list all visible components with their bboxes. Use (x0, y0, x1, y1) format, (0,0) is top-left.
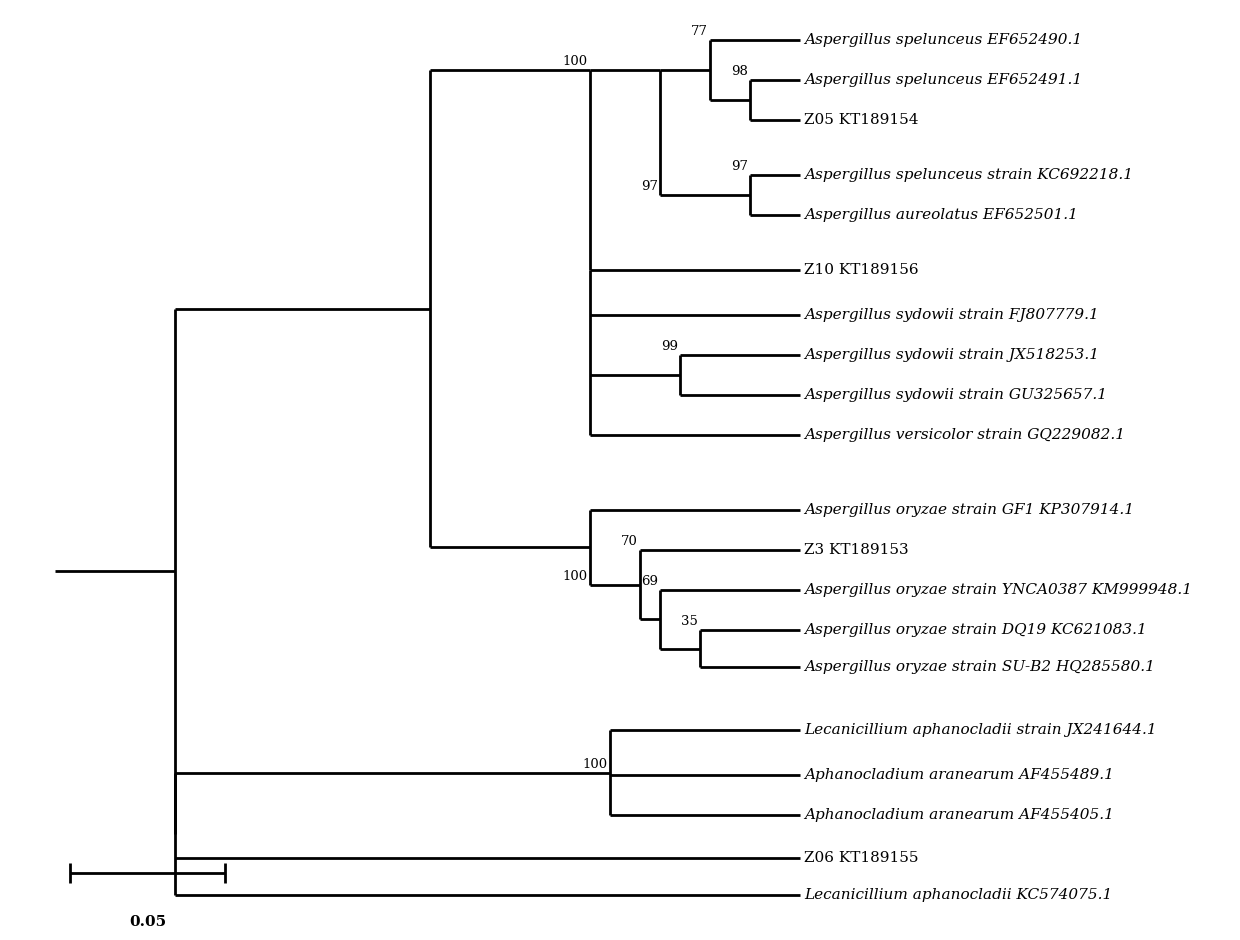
Text: 35: 35 (681, 615, 698, 628)
Text: Aspergillus oryzae strain SU-B2 HQ285580.1: Aspergillus oryzae strain SU-B2 HQ285580… (804, 660, 1154, 674)
Text: Aspergillus oryzae strain GF1 KP307914.1: Aspergillus oryzae strain GF1 KP307914.1 (804, 503, 1135, 517)
Text: Aspergillus spelunceus EF652490.1: Aspergillus spelunceus EF652490.1 (804, 33, 1083, 47)
Text: Aphanocladium aranearum AF455405.1: Aphanocladium aranearum AF455405.1 (804, 808, 1114, 822)
Text: Aspergillus oryzae strain YNCA0387 KM999948.1: Aspergillus oryzae strain YNCA0387 KM999… (804, 583, 1192, 597)
Text: Lecanicillium aphanocladii strain JX241644.1: Lecanicillium aphanocladii strain JX2416… (804, 723, 1157, 737)
Text: 77: 77 (691, 25, 708, 38)
Text: 100: 100 (563, 55, 588, 68)
Text: Aspergillus sydowii strain JX518253.1: Aspergillus sydowii strain JX518253.1 (804, 348, 1099, 362)
Text: 99: 99 (661, 340, 678, 353)
Text: 0.05: 0.05 (129, 915, 166, 929)
Text: Aspergillus oryzae strain DQ19 KC621083.1: Aspergillus oryzae strain DQ19 KC621083.… (804, 623, 1147, 637)
Text: 100: 100 (583, 758, 608, 771)
Text: 97: 97 (641, 180, 658, 193)
Text: Aspergillus spelunceus EF652491.1: Aspergillus spelunceus EF652491.1 (804, 73, 1083, 87)
Text: 97: 97 (732, 160, 748, 173)
Text: Z05 KT189154: Z05 KT189154 (804, 113, 919, 127)
Text: Aspergillus sydowii strain FJ807779.1: Aspergillus sydowii strain FJ807779.1 (804, 308, 1099, 322)
Text: Aspergillus versicolor strain GQ229082.1: Aspergillus versicolor strain GQ229082.1 (804, 428, 1125, 442)
Text: Z06 KT189155: Z06 KT189155 (804, 851, 919, 865)
Text: Aspergillus spelunceus strain KC692218.1: Aspergillus spelunceus strain KC692218.1 (804, 168, 1133, 182)
Text: 70: 70 (621, 535, 639, 548)
Text: 98: 98 (732, 65, 748, 78)
Text: Aphanocladium aranearum AF455489.1: Aphanocladium aranearum AF455489.1 (804, 768, 1114, 782)
Text: Z10 KT189156: Z10 KT189156 (804, 263, 919, 277)
Text: 100: 100 (563, 570, 588, 583)
Text: Z3 KT189153: Z3 KT189153 (804, 543, 909, 557)
Text: 69: 69 (641, 575, 658, 588)
Text: Aspergillus sydowii strain GU325657.1: Aspergillus sydowii strain GU325657.1 (804, 388, 1107, 402)
Text: Aspergillus aureolatus EF652501.1: Aspergillus aureolatus EF652501.1 (804, 208, 1078, 222)
Text: Lecanicillium aphanocladii KC574075.1: Lecanicillium aphanocladii KC574075.1 (804, 888, 1112, 902)
